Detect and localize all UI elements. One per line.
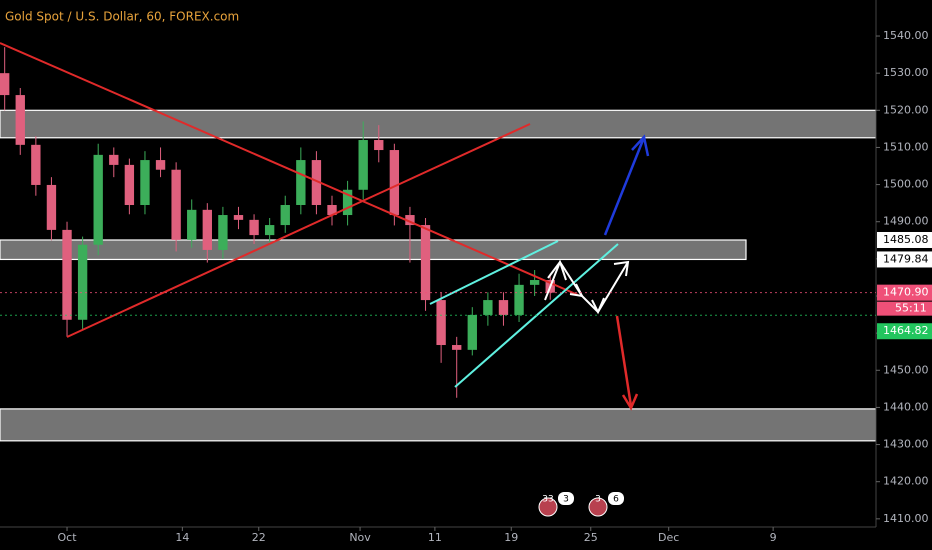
trendline: [0, 42, 579, 296]
y-tick-label: 1490.00: [883, 215, 929, 228]
candle-body: [311, 160, 322, 206]
y-tick-label: 1510.00: [883, 140, 929, 153]
y-tick-label: 1430.00: [883, 438, 929, 451]
price-tag: [877, 323, 932, 340]
x-tick-label: Dec: [658, 531, 679, 544]
price-tag-label: 1479.84: [883, 252, 929, 265]
zone: [0, 239, 747, 261]
x-tick-label: 25: [584, 531, 598, 544]
x-tick-label: 22: [252, 531, 266, 544]
countdown-tag: [877, 301, 932, 316]
candle-body: [483, 300, 493, 315]
candle-body: [77, 244, 88, 320]
arrow-heads: [547, 259, 630, 315]
candle-body: [342, 189, 353, 216]
x-tick-label: 9: [770, 531, 777, 544]
price-tag-label: 1464.82: [883, 324, 929, 337]
x-tick-label: 14: [175, 531, 189, 544]
candle-body: [202, 209, 212, 250]
candle-body: [280, 205, 290, 226]
y-tick-label: 1540.00: [883, 29, 929, 42]
y-tick-label: 1530.00: [883, 66, 929, 79]
zones: [0, 109, 877, 442]
candle-body: [218, 215, 228, 250]
y-tick-label: 1410.00: [883, 512, 929, 525]
bull-arrow: [603, 139, 645, 236]
candle-body: [514, 284, 524, 315]
candle-body: [452, 345, 462, 350]
channel-line: [429, 240, 559, 305]
candle-body: [296, 160, 306, 206]
candle-body: [233, 215, 244, 220]
event-badge-label: 6: [613, 495, 619, 505]
candles: [0, 47, 555, 398]
candle-body: [155, 160, 166, 170]
candle-body: [93, 154, 103, 245]
y-tick-label: 1520.00: [883, 103, 929, 116]
chart-title: Gold Spot / U.S. Dollar, 60, FOREX.com: [5, 10, 239, 24]
candle-body: [436, 300, 446, 346]
bear-arrow-head: [621, 393, 639, 411]
candle-body: [62, 229, 72, 320]
candle-body: [327, 205, 337, 216]
candle-body: [249, 219, 259, 236]
event-badge: [608, 492, 624, 505]
y-tick-label: 1420.00: [883, 475, 929, 488]
candle-body: [389, 150, 400, 216]
candle-body: [171, 169, 181, 240]
event-badge: [558, 492, 574, 505]
events: 33 3 3 6: [538, 492, 624, 517]
price-axis: [876, 0, 932, 550]
x-tick-label: Oct: [58, 531, 78, 544]
candle-body: [46, 184, 57, 230]
candle-body: [124, 164, 135, 206]
y-tick-label: 1440.00: [883, 400, 929, 413]
candle-body: [31, 144, 41, 185]
candle-body: [187, 209, 197, 240]
price-tag: [877, 284, 932, 301]
candle-body: [374, 140, 384, 151]
bull-arrow-head: [631, 134, 650, 157]
zone: [0, 109, 877, 139]
ticks: 1410.001420.001430.001440.001450.001460.…: [0, 29, 932, 544]
event-count: 33: [542, 495, 553, 505]
candle-body: [529, 280, 540, 285]
y-tick-label: 1500.00: [883, 178, 929, 191]
candle-body: [498, 300, 509, 315]
event-badge-label: 3: [563, 495, 569, 505]
trendline: [66, 123, 531, 338]
x-tick-label: Nov: [349, 531, 371, 544]
candle-body: [15, 95, 25, 145]
candle-body: [405, 215, 415, 226]
x-tick-label: 19: [504, 531, 518, 544]
candle-body: [467, 314, 477, 350]
candle-body: [358, 140, 368, 190]
zone: [0, 408, 877, 442]
x-tick-label: 11: [428, 531, 442, 544]
candle-body: [0, 73, 10, 96]
event-icon: [538, 497, 558, 517]
event-count: 3: [595, 495, 601, 505]
candle-body: [264, 225, 275, 236]
bear-arrow: [615, 315, 633, 407]
price-tag-label: 1470.90: [883, 286, 929, 299]
candle-body: [420, 225, 431, 301]
countdown: 55:11: [895, 302, 927, 315]
price-tag: [877, 251, 932, 268]
price-tag-label: 1485.08: [883, 233, 929, 246]
candle-body: [140, 160, 150, 206]
y-tick-label: 1450.00: [883, 363, 929, 376]
price-tag: [877, 231, 932, 248]
event-icon: [588, 497, 608, 517]
candle-body: [109, 154, 119, 165]
